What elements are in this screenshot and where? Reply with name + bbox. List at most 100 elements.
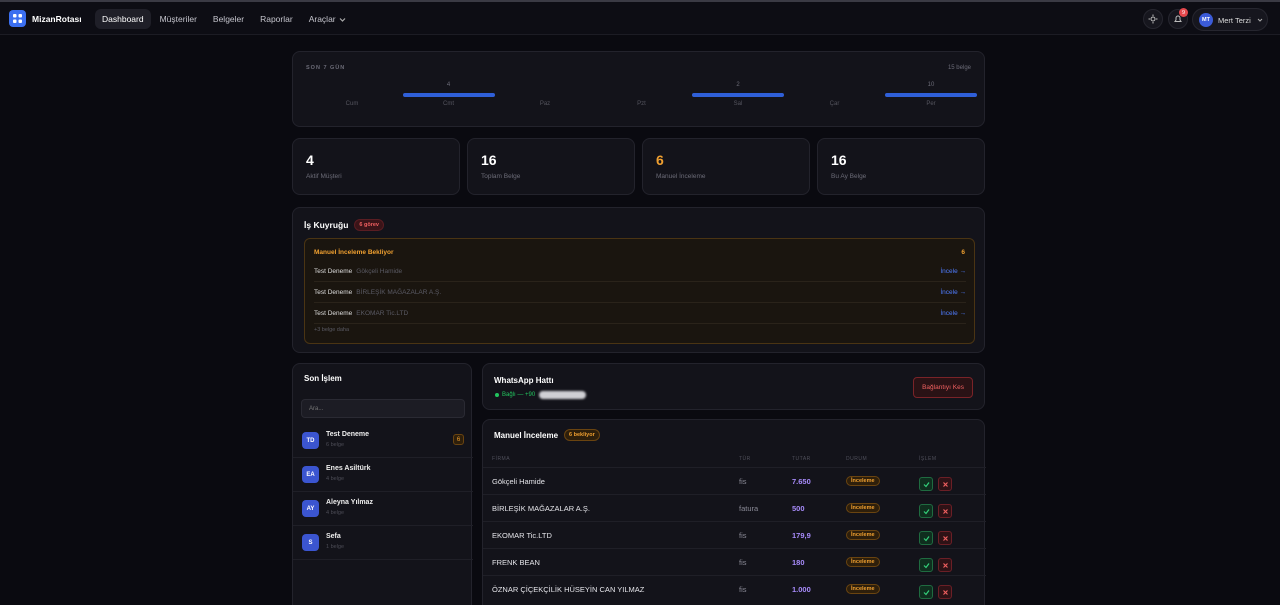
reject-button[interactable]	[938, 558, 952, 572]
column-header: TUTAR	[792, 456, 811, 462]
queue-action[interactable]: İncele →	[940, 268, 966, 275]
week-label: SON 7 GÜN	[306, 65, 346, 71]
disconnect-button[interactable]: Bağlantıyı Kes	[913, 377, 973, 398]
user-menu[interactable]: MT Mert Terzi	[1192, 8, 1268, 31]
day-name: Cum	[345, 101, 359, 107]
client-row[interactable]: EA Enes Asiltürk 4 belge	[293, 458, 473, 492]
client-name: Test Deneme	[326, 431, 370, 438]
nav-link[interactable]: Dashboard	[95, 9, 151, 29]
reject-button[interactable]	[938, 585, 952, 599]
approve-button[interactable]	[919, 477, 933, 491]
day-count	[789, 82, 881, 92]
queue-company: Gökçeli Hamide	[356, 268, 403, 275]
stat-value: 16	[831, 152, 847, 168]
firm: EKOMAR Tic.LTD	[492, 531, 552, 540]
firm: FRENK BEAN	[492, 558, 540, 567]
column-header: FİRMA	[492, 456, 511, 462]
doc-type: fis	[739, 531, 747, 540]
theme-toggle[interactable]	[1143, 9, 1163, 29]
brand[interactable]: MizanRotası	[32, 14, 82, 24]
nav-link[interactable]: Belgeler	[206, 9, 251, 29]
day-column: 10 Per	[885, 82, 977, 107]
day-name: Cmt	[443, 101, 454, 107]
cross-icon	[942, 562, 948, 568]
queue-action[interactable]: İncele →	[940, 310, 966, 317]
client-docs: 6 belge	[326, 442, 345, 448]
sun-icon	[1148, 14, 1158, 24]
nav-link[interactable]: Raporlar	[253, 9, 300, 29]
nav-link-text: Araçlar	[308, 14, 336, 24]
stat-value: 4	[306, 152, 314, 168]
doc-type: fis	[739, 477, 747, 486]
notification-count: 9	[1179, 8, 1188, 17]
firm: ÖZNAR ÇİÇEKÇİLİK HÜSEYİN CAN YILMAZ	[492, 585, 645, 594]
navbar: MizanRotası Dashboard Müşteriler Belgeler R…	[0, 2, 1280, 35]
bell-icon	[1174, 15, 1182, 22]
queue-action[interactable]: İncele →	[940, 289, 966, 296]
firm: BİRLEŞİK MAĞAZALAR A.Ş.	[492, 504, 590, 513]
clients-panel: Son İşlem Ara... TD Test Deneme 6 belge 6 EA…	[292, 363, 473, 605]
more-link[interactable]: +3 belge daha	[314, 327, 350, 333]
clients-title: Son İşlem	[304, 374, 342, 383]
day-count	[596, 82, 688, 92]
stat-value: 6	[656, 152, 664, 168]
logo[interactable]	[9, 10, 26, 27]
approve-button[interactable]	[919, 585, 933, 599]
queue-item: Test Deneme BİRLEŞİK MAĞAZALAR A.Ş. İncele…	[314, 283, 966, 303]
week-total: 15 belge	[947, 65, 971, 71]
day-count: 2	[736, 82, 740, 88]
status: İnceleme	[846, 503, 880, 513]
review-badge: 6 bekliyor	[564, 429, 600, 441]
reject-button[interactable]	[938, 504, 952, 518]
client-row[interactable]: AY Aleyna Yılmaz 4 belge	[293, 492, 473, 526]
status: İnceleme	[846, 557, 880, 567]
queue-title: İş Kuyruğu	[304, 220, 349, 230]
reject-button[interactable]	[938, 531, 952, 545]
firm: Gökçeli Hamide	[492, 477, 545, 486]
table-row: BİRLEŞİK MAĞAZALAR A.Ş. fatura 500 İnceleme	[483, 494, 986, 521]
nav-link[interactable]: Araçlar	[302, 9, 353, 29]
client-row[interactable]: S Sefa 1 belge	[293, 526, 473, 560]
day-name: Paz	[539, 101, 551, 107]
nav-link[interactable]: Müşteriler	[153, 9, 204, 29]
week-card: SON 7 GÜN 15 belge Cum 4 Cmt Paz Pzt 2 Sal Çar 1…	[292, 51, 985, 127]
client-docs: 4 belge	[326, 510, 345, 516]
stat-card: 16 Toplam Belge	[467, 138, 635, 195]
queue-client: Test Deneme	[314, 289, 353, 296]
day-count: 4	[446, 82, 451, 88]
stat-card: 6 Manuel İnceleme	[642, 138, 810, 195]
approve-button[interactable]	[919, 504, 933, 518]
cross-icon	[942, 535, 948, 541]
approve-button[interactable]	[919, 531, 933, 545]
whatsapp-title: WhatsApp Hattı	[494, 376, 554, 385]
client-docs: 4 belge	[326, 476, 345, 482]
day-name: Sal	[733, 101, 743, 107]
approve-button[interactable]	[919, 558, 933, 572]
amount: 179,9	[792, 531, 811, 540]
status: İnceleme	[846, 530, 880, 540]
stat-card: 16 Bu Ay Belge	[817, 138, 985, 195]
chevron-icon	[339, 17, 346, 22]
group-title: Manuel İnceleme Bekliyor	[314, 249, 394, 256]
stat-card: 4 Aktif Müşteri	[292, 138, 460, 195]
day-count	[306, 82, 398, 92]
queue-client: Test Deneme	[314, 268, 353, 275]
reject-button[interactable]	[938, 477, 952, 491]
client-avatar: EA	[302, 466, 319, 483]
nav-link-text: Belgeler	[212, 14, 245, 24]
queue-card: İş Kuyruğu 6 görev Manuel İnceleme Bekli…	[292, 207, 985, 353]
day-column: Pzt	[596, 82, 688, 107]
day-column: 2 Sal	[692, 82, 784, 107]
day-bar	[596, 93, 688, 97]
client-name: Enes Asiltürk	[326, 465, 371, 472]
day-bar	[885, 93, 977, 97]
queue-company: BİRLEŞİK MAĞAZALAR A.Ş.	[356, 289, 442, 296]
status-dot	[495, 393, 499, 397]
client-row[interactable]: TD Test Deneme 6 belge 6	[293, 424, 473, 458]
day-column: Çar	[789, 82, 881, 107]
client-badge: 6	[453, 434, 464, 445]
table-row: EKOMAR Tic.LTD fis 179,9 İnceleme	[483, 521, 986, 548]
search-input[interactable]: Ara...	[301, 399, 465, 418]
cross-icon	[942, 508, 948, 514]
